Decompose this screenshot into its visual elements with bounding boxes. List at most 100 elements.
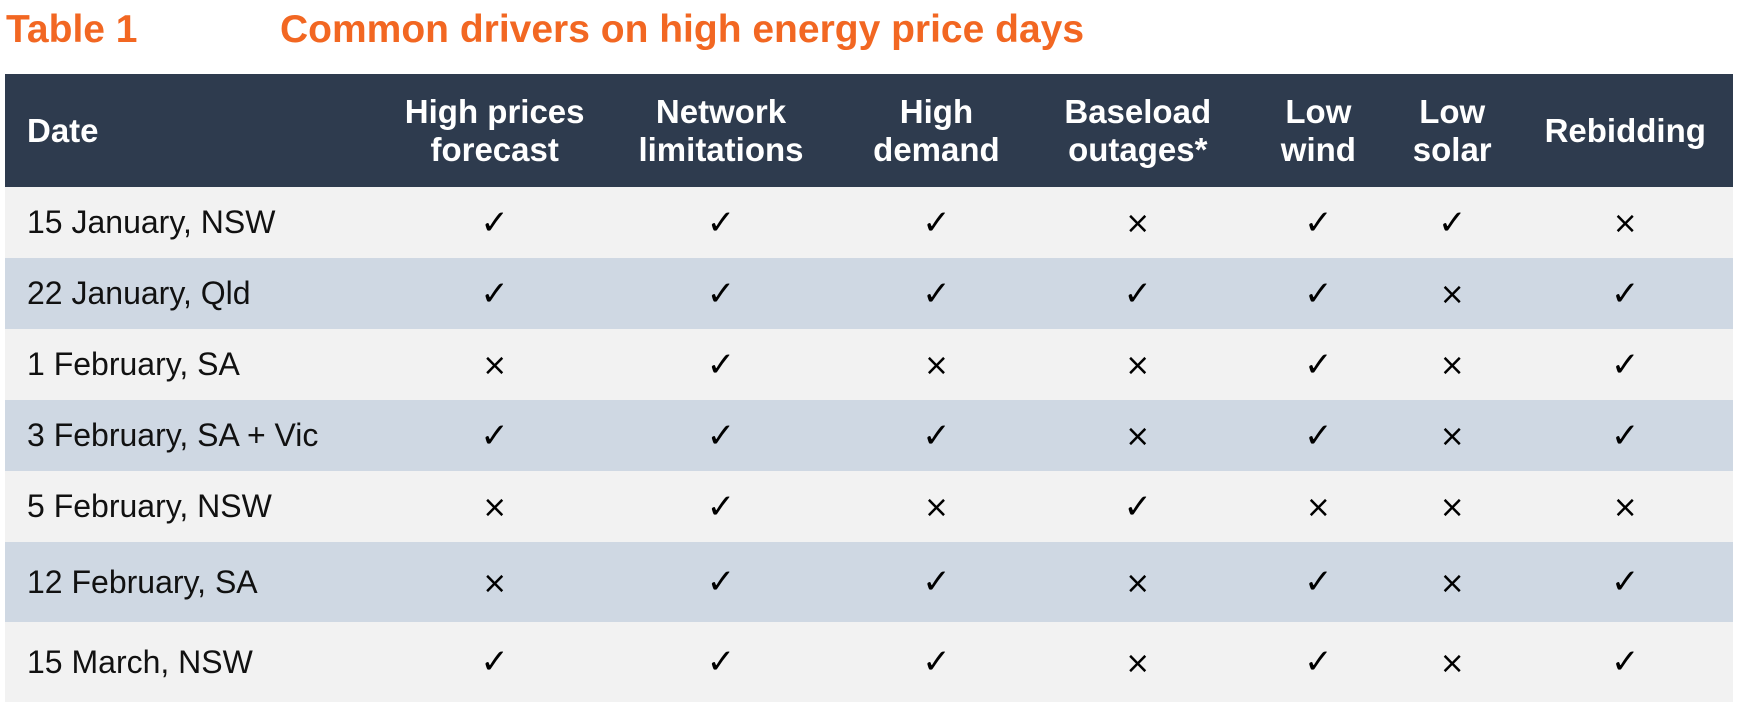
column-header: High demand <box>847 74 1025 187</box>
driver-cell: × <box>1387 329 1518 400</box>
cross-icon: × <box>1612 206 1638 241</box>
table-body: 15 January, NSW ✓ ✓ ✓ × ✓ ✓ × 22 January, Qld ✓ ✓ ✓… <box>5 187 1733 702</box>
driver-cell: ✓ <box>847 187 1025 258</box>
table-row: 12 February, SA × ✓ ✓ × ✓ × ✓ <box>5 542 1733 622</box>
driver-cell: × <box>1026 400 1250 471</box>
cross-icon: × <box>1439 645 1465 681</box>
check-icon: ✓ <box>480 273 509 314</box>
driver-cell: ✓ <box>595 187 847 258</box>
check-icon: ✓ <box>1611 344 1640 385</box>
column-header: Date <box>5 74 395 187</box>
driver-cell: ✓ <box>595 400 847 471</box>
driver-cell: ✓ <box>595 258 847 329</box>
cross-icon: × <box>482 565 508 601</box>
driver-cell: × <box>1518 471 1734 542</box>
cross-icon: × <box>482 348 508 383</box>
date-cell: 3 February, SA + Vic <box>27 417 319 453</box>
check-icon: ✓ <box>1123 273 1153 314</box>
column-header: High prices forecast <box>395 74 595 187</box>
driver-cell: ✓ <box>395 258 595 329</box>
check-icon: ✓ <box>706 344 736 385</box>
cross-icon: × <box>1439 348 1465 383</box>
driver-cell: ✓ <box>595 471 847 542</box>
driver-cell: ✓ <box>1026 471 1250 542</box>
check-icon: ✓ <box>1611 642 1640 682</box>
table-title: Common drivers on high energy price days <box>280 8 1085 51</box>
header-row: Date High prices forecast Network limitation… <box>5 74 1733 187</box>
driver-cell: ✓ <box>595 622 847 702</box>
driver-cell: ✓ <box>1250 400 1387 471</box>
driver-cell: ✓ <box>847 622 1025 702</box>
check-icon: ✓ <box>706 273 736 314</box>
check-icon: ✓ <box>480 642 509 682</box>
date-cell: 22 January, Qld <box>27 275 251 311</box>
cross-icon: × <box>923 490 950 525</box>
cross-icon: × <box>923 348 950 383</box>
date-cell: 12 February, SA <box>27 563 258 600</box>
column-header-line: High prices <box>404 92 585 130</box>
column-header-line: High <box>899 92 974 130</box>
cross-icon: × <box>1439 277 1465 312</box>
driver-cell: × <box>1518 187 1734 258</box>
check-icon: ✓ <box>1123 486 1153 527</box>
driver-cell: × <box>1387 471 1518 542</box>
check-icon: ✓ <box>1437 202 1467 243</box>
driver-cell: ✓ <box>1250 329 1387 400</box>
driver-cell: ✓ <box>1518 542 1734 622</box>
cross-icon: × <box>1125 565 1151 601</box>
driver-cell: × <box>1250 471 1387 542</box>
table-row: 15 January, NSW ✓ ✓ ✓ × ✓ ✓ × <box>5 187 1733 258</box>
driver-cell: ✓ <box>395 622 595 702</box>
drivers-table: Date High prices forecast Network limitation… <box>5 74 1733 702</box>
column-header-line: Date <box>27 111 99 149</box>
check-icon: ✓ <box>1304 642 1333 682</box>
column-header: Rebidding <box>1518 74 1734 187</box>
driver-cell: × <box>1026 542 1250 622</box>
driver-cell: ✓ <box>1250 622 1387 702</box>
driver-cell: ✓ <box>1518 622 1734 702</box>
driver-cell: ✓ <box>1250 258 1387 329</box>
driver-cell: × <box>395 542 595 622</box>
cross-icon: × <box>1612 490 1638 525</box>
cross-icon: × <box>1439 490 1465 525</box>
driver-cell: × <box>1387 258 1518 329</box>
column-header-line: wind <box>1280 130 1356 168</box>
driver-cell: ✓ <box>847 400 1025 471</box>
driver-cell: ✓ <box>395 187 595 258</box>
cross-icon: × <box>1125 645 1151 681</box>
driver-cell: ✓ <box>595 329 847 400</box>
column-header-line: limitations <box>638 130 804 168</box>
column-header-line: Network <box>655 92 787 130</box>
cross-icon: × <box>482 490 508 525</box>
check-icon: ✓ <box>1304 562 1333 602</box>
check-icon: ✓ <box>1304 415 1333 456</box>
driver-cell: ✓ <box>1026 258 1250 329</box>
table-row: 5 February, NSW × ✓ × ✓ × × × <box>5 471 1733 542</box>
column-header-line: solar <box>1412 130 1492 168</box>
check-icon: ✓ <box>1304 202 1333 243</box>
column-header: Baseload outages* <box>1026 74 1250 187</box>
check-icon: ✓ <box>480 202 509 243</box>
cross-icon: × <box>1439 565 1465 601</box>
driver-cell: ✓ <box>847 542 1025 622</box>
driver-cell: × <box>1026 329 1250 400</box>
cross-icon: × <box>1125 206 1151 241</box>
check-icon: ✓ <box>922 273 951 314</box>
check-icon: ✓ <box>480 415 509 456</box>
driver-cell: ✓ <box>395 400 595 471</box>
check-icon: ✓ <box>706 486 736 527</box>
column-header: Network limitations <box>595 74 847 187</box>
check-icon: ✓ <box>706 415 736 456</box>
driver-cell: ✓ <box>1387 187 1518 258</box>
driver-cell: ✓ <box>1518 400 1734 471</box>
check-icon: ✓ <box>706 562 736 602</box>
driver-cell: × <box>1387 400 1518 471</box>
driver-cell: × <box>1387 542 1518 622</box>
driver-cell: ✓ <box>1518 329 1734 400</box>
cross-icon: × <box>1439 419 1465 454</box>
check-icon: ✓ <box>1611 273 1640 314</box>
check-icon: ✓ <box>1304 344 1333 385</box>
table-number: Table 1 <box>6 8 138 51</box>
table-row: 1 February, SA × ✓ × × ✓ × ✓ <box>5 329 1733 400</box>
driver-cell: ✓ <box>1250 542 1387 622</box>
